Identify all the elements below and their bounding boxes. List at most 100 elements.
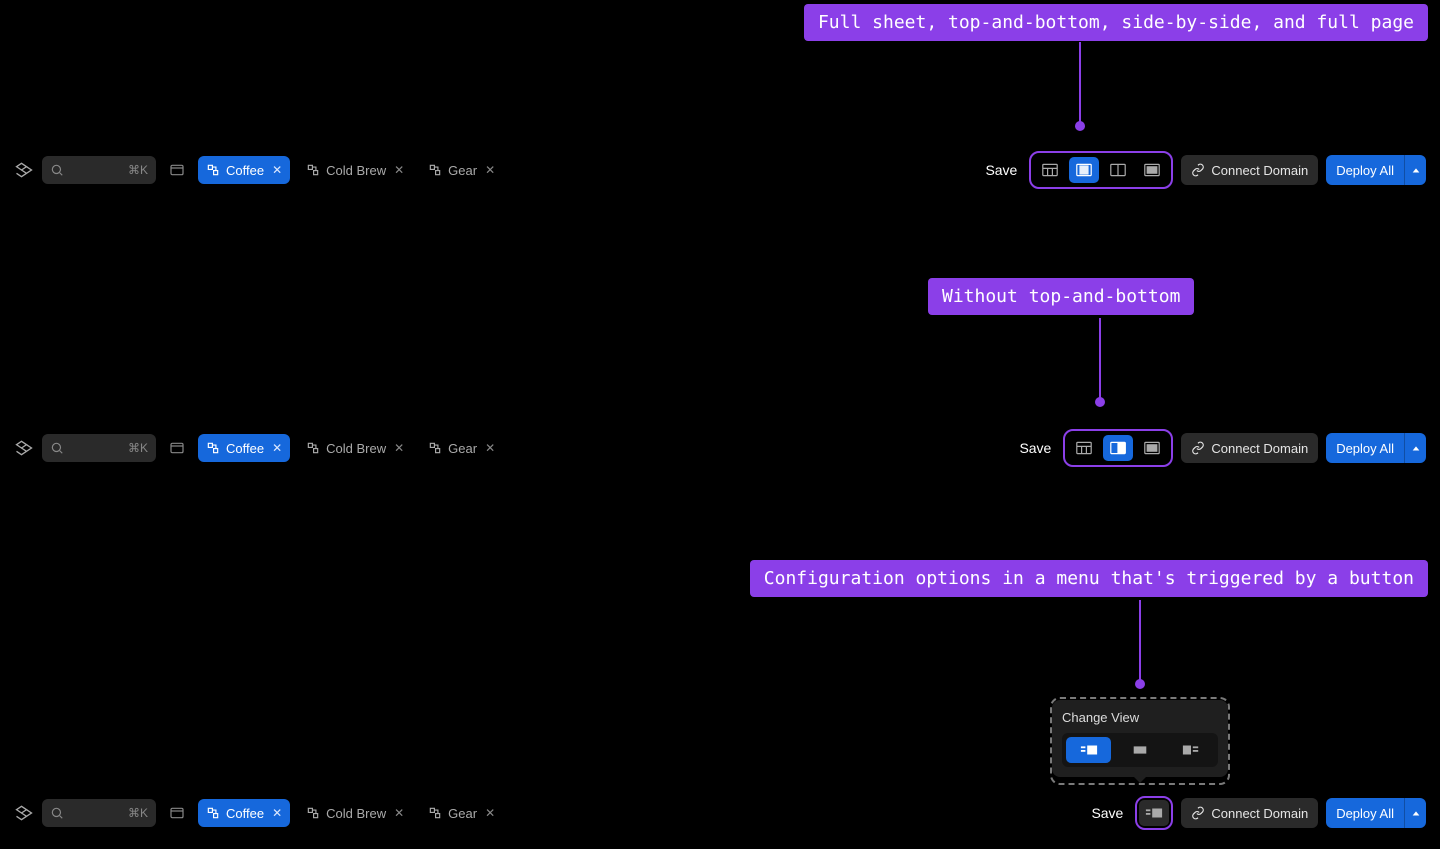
search-icon: [50, 163, 64, 177]
deploy-all-button[interactable]: Deploy All: [1326, 155, 1404, 185]
tab-coffee[interactable]: Coffee ✕: [198, 799, 290, 827]
close-icon[interactable]: ✕: [272, 163, 282, 177]
deploy-menu-caret[interactable]: [1404, 155, 1426, 185]
tab-cold-brew[interactable]: Cold Brew ✕: [298, 799, 412, 827]
tab-label: Gear: [448, 441, 477, 456]
deploy-menu-caret[interactable]: [1404, 433, 1426, 463]
search-input[interactable]: ⌘K: [42, 156, 156, 184]
close-icon[interactable]: ✕: [394, 441, 404, 455]
app-logo-icon: [14, 160, 34, 180]
page-icon: [428, 441, 442, 455]
toolbar-2: ⌘K Coffee ✕ Cold Brew ✕ Gear ✕ Save Conn…: [0, 430, 1440, 466]
search-icon: [50, 806, 64, 820]
close-icon[interactable]: ✕: [485, 163, 495, 177]
page-icon: [206, 441, 220, 455]
panel-toggle-icon[interactable]: [164, 157, 190, 183]
page-icon: [428, 163, 442, 177]
view-mode-group: [1029, 151, 1173, 189]
search-input[interactable]: ⌘K: [42, 434, 156, 462]
tab-gear[interactable]: Gear ✕: [420, 434, 503, 462]
pointer-line: [1099, 318, 1101, 402]
pointer-dot: [1095, 397, 1105, 407]
tab-label: Cold Brew: [326, 806, 386, 821]
search-shortcut: ⌘K: [128, 806, 148, 820]
view-mode-group: [1063, 429, 1173, 467]
close-icon[interactable]: ✕: [272, 441, 282, 455]
view-full-page-button[interactable]: [1137, 435, 1167, 461]
page-icon: [306, 441, 320, 455]
app-logo-icon: [14, 803, 34, 823]
close-icon[interactable]: ✕: [485, 806, 495, 820]
page-icon: [206, 163, 220, 177]
popover-view-option-1[interactable]: [1066, 737, 1111, 763]
pointer-dot: [1075, 121, 1085, 131]
connect-label: Connect Domain: [1211, 441, 1308, 456]
view-full-sheet-button[interactable]: [1069, 435, 1099, 461]
search-icon: [50, 441, 64, 455]
page-icon: [306, 163, 320, 177]
deploy-all-button[interactable]: Deploy All: [1326, 798, 1404, 828]
tab-label: Gear: [448, 163, 477, 178]
tab-label: Cold Brew: [326, 163, 386, 178]
toolbar-1: ⌘K Coffee ✕ Cold Brew ✕ Gear ✕ Save: [0, 152, 1440, 188]
view-mode-menu-button[interactable]: [1139, 800, 1169, 826]
tab-cold-brew[interactable]: Cold Brew ✕: [298, 434, 412, 462]
tab-label: Coffee: [226, 806, 264, 821]
view-full-sheet-button[interactable]: [1035, 157, 1065, 183]
deploy-group: Deploy All: [1326, 798, 1426, 828]
deploy-all-button[interactable]: Deploy All: [1326, 433, 1404, 463]
tab-coffee[interactable]: Coffee ✕: [198, 156, 290, 184]
save-button[interactable]: Save: [1019, 440, 1051, 456]
close-icon[interactable]: ✕: [394, 163, 404, 177]
link-icon: [1191, 163, 1205, 177]
toolbar-3: ⌘K Coffee ✕ Cold Brew ✕ Gear ✕ Save Conn…: [0, 795, 1440, 831]
connect-label: Connect Domain: [1211, 163, 1308, 178]
tab-label: Coffee: [226, 441, 264, 456]
page-icon: [428, 806, 442, 820]
close-icon[interactable]: ✕: [485, 441, 495, 455]
pointer-line: [1139, 600, 1141, 684]
connect-label: Connect Domain: [1211, 806, 1308, 821]
popover-view-option-2[interactable]: [1117, 737, 1162, 763]
tab-label: Gear: [448, 806, 477, 821]
search-input[interactable]: ⌘K: [42, 799, 156, 827]
deploy-menu-caret[interactable]: [1404, 798, 1426, 828]
tab-gear[interactable]: Gear ✕: [420, 156, 503, 184]
page-icon: [206, 806, 220, 820]
annotation-2: Without top-and-bottom: [928, 278, 1194, 315]
search-shortcut: ⌘K: [128, 163, 148, 177]
close-icon[interactable]: ✕: [394, 806, 404, 820]
change-view-popover: Change View: [1052, 700, 1228, 777]
view-full-page-button[interactable]: [1137, 157, 1167, 183]
panel-toggle-icon[interactable]: [164, 435, 190, 461]
pointer-dot: [1135, 679, 1145, 689]
annotation-1: Full sheet, top-and-bottom, side-by-side…: [804, 4, 1428, 41]
popover-view-option-3[interactable]: [1169, 737, 1214, 763]
view-side-by-side-button[interactable]: [1103, 435, 1133, 461]
search-shortcut: ⌘K: [128, 441, 148, 455]
tab-coffee[interactable]: Coffee ✕: [198, 434, 290, 462]
view-top-bottom-button[interactable]: [1069, 157, 1099, 183]
popover-view-row: [1062, 733, 1218, 767]
tab-gear[interactable]: Gear ✕: [420, 799, 503, 827]
pointer-line: [1079, 42, 1081, 126]
view-mode-trigger: [1135, 796, 1173, 830]
save-button[interactable]: Save: [1091, 805, 1123, 821]
link-icon: [1191, 806, 1205, 820]
app-logo-icon: [14, 438, 34, 458]
deploy-group: Deploy All: [1326, 155, 1426, 185]
page-icon: [306, 806, 320, 820]
connect-domain-button[interactable]: Connect Domain: [1181, 798, 1318, 828]
tab-label: Coffee: [226, 163, 264, 178]
view-side-by-side-button[interactable]: [1103, 157, 1133, 183]
connect-domain-button[interactable]: Connect Domain: [1181, 433, 1318, 463]
connect-domain-button[interactable]: Connect Domain: [1181, 155, 1318, 185]
close-icon[interactable]: ✕: [272, 806, 282, 820]
annotation-3: Configuration options in a menu that's t…: [750, 560, 1428, 597]
tab-label: Cold Brew: [326, 441, 386, 456]
tab-cold-brew[interactable]: Cold Brew ✕: [298, 156, 412, 184]
link-icon: [1191, 441, 1205, 455]
panel-toggle-icon[interactable]: [164, 800, 190, 826]
deploy-group: Deploy All: [1326, 433, 1426, 463]
save-button[interactable]: Save: [985, 162, 1017, 178]
